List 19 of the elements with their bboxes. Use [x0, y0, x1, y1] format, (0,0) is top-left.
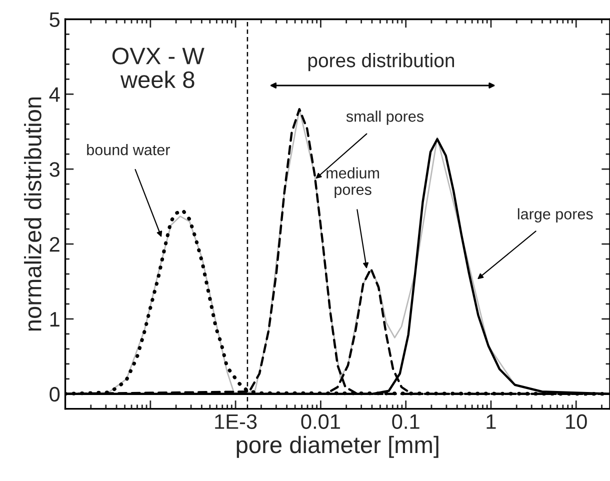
- y-tick-label: 4: [49, 87, 60, 102]
- x-axis-title: pore diameter [mm]: [236, 436, 438, 458]
- annotation: pores distribution: [308, 53, 454, 72]
- y-tick-label: 5: [50, 12, 60, 27]
- y-tick-label: 0: [50, 386, 60, 402]
- x-tick-label: 0.1: [392, 414, 420, 430]
- y-axis-title: normalized distribution: [24, 97, 42, 331]
- y-tick-label: 2: [50, 237, 60, 252]
- annotation: bound water: [87, 144, 170, 156]
- annotation: medium pores: [326, 167, 379, 198]
- x-tick-label: 10: [566, 414, 587, 430]
- annotation: small pores: [346, 110, 424, 125]
- y-tick-label: 3: [50, 162, 60, 177]
- annotation: OVX - W week 8: [112, 48, 204, 88]
- y-tick-label: 1: [50, 312, 60, 326]
- x-tick-label: 1: [486, 414, 496, 429]
- x-tick-label: 0.01: [301, 414, 340, 430]
- annotation: large pores: [518, 208, 593, 222]
- x-tick-label: 1E-3: [215, 414, 257, 430]
